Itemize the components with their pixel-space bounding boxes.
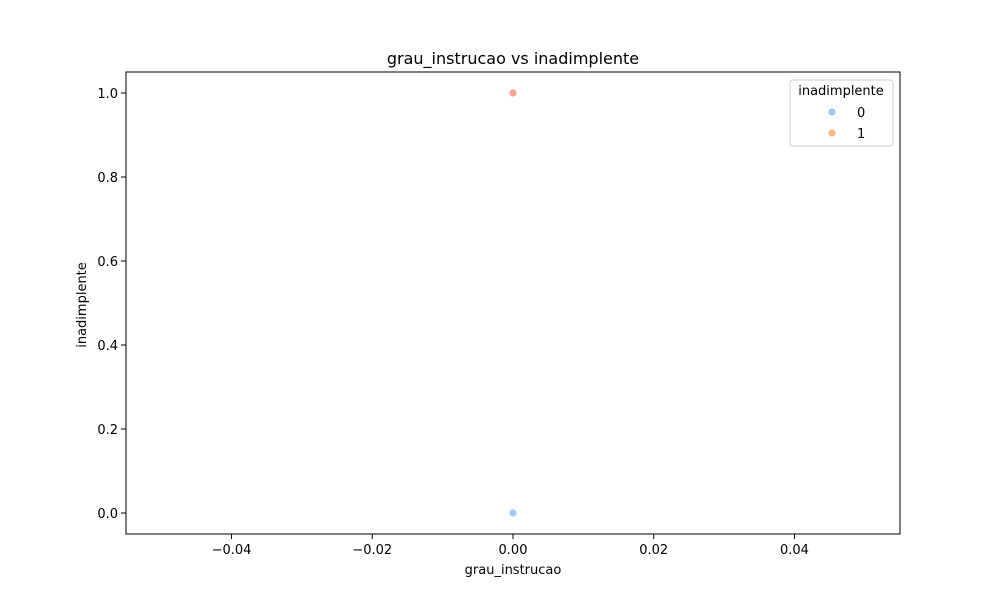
- legend-box: [789, 79, 894, 147]
- y-tick-label: 0.2: [97, 423, 118, 438]
- y-tick-label: 0.8: [97, 171, 118, 186]
- legend-entry-label: 1: [857, 127, 865, 142]
- x-axis: −0.04 −0.02 0.00 0.02 0.04: [212, 534, 809, 558]
- legend-entry-label: 0: [857, 106, 865, 121]
- x-tick-label: 0.02: [639, 543, 668, 558]
- y-axis: 0.0 0.2 0.4 0.6 0.8 1.0: [97, 87, 126, 522]
- y-tick-label: 0.4: [97, 339, 118, 354]
- x-tick-label: −0.04: [212, 543, 252, 558]
- chart-title: grau_instrucao vs inadimplente: [387, 49, 639, 69]
- legend-marker: [827, 128, 837, 138]
- x-tick-label: 0.00: [499, 543, 528, 558]
- x-axis-label: grau_instrucao: [465, 563, 562, 578]
- x-tick-label: 0.04: [780, 543, 809, 558]
- legend-marker: [827, 107, 837, 117]
- data-point: [508, 508, 518, 518]
- data-point: [508, 88, 518, 98]
- x-tick-label: −0.02: [352, 543, 392, 558]
- y-axis-label: inadimplente: [75, 262, 90, 348]
- data-points: [508, 88, 518, 518]
- legend: inadimplente 0 1: [789, 79, 894, 147]
- y-tick-label: 1.0: [97, 87, 118, 102]
- legend-title: inadimplente: [798, 84, 884, 99]
- y-tick-label: 0.6: [97, 255, 118, 270]
- y-tick-label: 0.0: [97, 507, 118, 522]
